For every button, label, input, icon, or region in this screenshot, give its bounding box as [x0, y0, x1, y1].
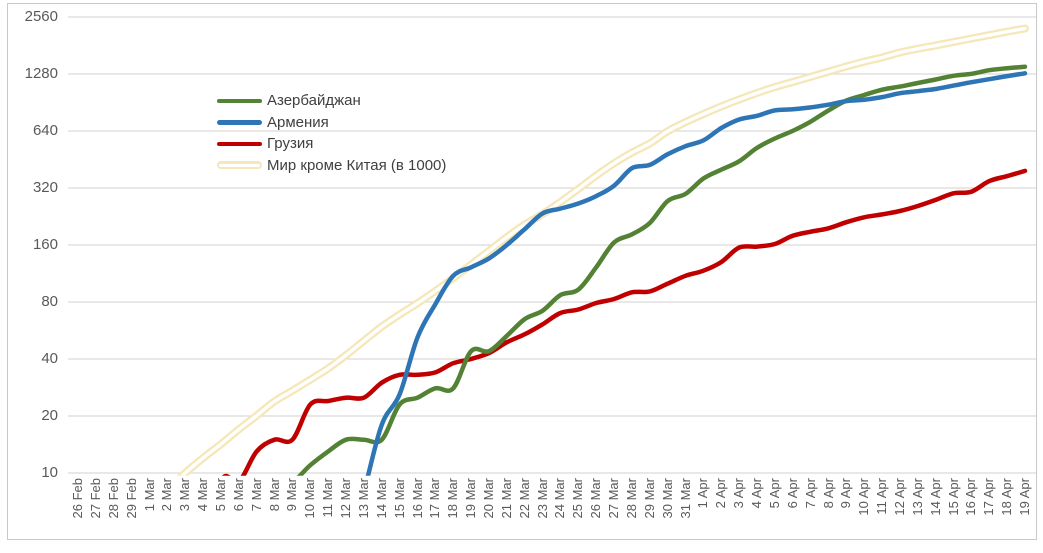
x-axis-label: 26 Feb — [70, 478, 85, 519]
x-axis-label: 3 Mar — [177, 478, 193, 512]
x-axis-label: 5 Apr — [766, 478, 782, 509]
x-axis-label: 21 Mar — [498, 478, 514, 519]
legend-label-georgia: Грузия — [267, 135, 314, 153]
legend-item-georgia: Грузия — [217, 133, 446, 155]
x-axis-label: 9 Mar — [284, 478, 300, 512]
x-axis-label: 4 Apr — [749, 478, 764, 509]
legend-item-armenia: Армения — [217, 112, 446, 134]
x-axis-label: 26 Mar — [588, 478, 604, 519]
legend-label-azerbaijan: Азербайджан — [267, 92, 361, 110]
x-axis-label: 13 Apr — [909, 478, 925, 516]
x-axis-label: 6 Mar — [230, 478, 246, 512]
x-axis-label: 29 Mar — [641, 478, 657, 519]
legend-item-world-excl-china: Мир кроме Китая (в 1000) — [217, 155, 446, 177]
x-axis-label: 28 Feb — [105, 478, 121, 519]
x-axis-label: 6 Apr — [784, 478, 800, 509]
series-line-0 — [296, 64, 1028, 476]
x-axis-label: 4 Mar — [195, 478, 211, 512]
x-axis-label: 5 Mar — [212, 478, 228, 512]
y-axis-label: 20 — [41, 407, 58, 424]
legend-marker-core — [219, 163, 260, 167]
x-axis-label: 8 Mar — [266, 478, 282, 512]
x-axis-label: 18 Mar — [445, 478, 461, 519]
x-axis-label: 7 Apr — [802, 478, 818, 509]
legend-label-world-excl-china: Мир кроме Китая (в 1000) — [267, 156, 447, 174]
x-axis-label: 29 Feb — [123, 478, 139, 519]
x-axis-label: 17 Apr — [981, 478, 997, 516]
x-axis-label: 15 Mar — [391, 478, 407, 519]
legend-marker-world-excl-china-line — [217, 161, 262, 170]
x-axis-label: 10 Apr — [856, 478, 872, 516]
x-axis-label: 2 Mar — [159, 478, 175, 512]
x-axis-label: 27 Feb — [87, 478, 103, 519]
x-axis-label: 25 Mar — [570, 478, 586, 519]
y-axis-label: 10 — [41, 464, 58, 481]
x-axis-label: 1 Apr — [695, 478, 711, 509]
y-axis-label: 80 — [41, 293, 58, 310]
x-axis-label: 22 Mar — [516, 478, 532, 519]
x-axis-label: 17 Mar — [427, 478, 443, 519]
y-axis-label: 320 — [32, 179, 58, 196]
x-axis-label: 12 Apr — [891, 478, 907, 516]
x-axis-label: 19 Apr — [1017, 478, 1032, 516]
x-axis-label: 16 Apr — [963, 478, 979, 516]
x-axis-label: 15 Apr — [945, 478, 961, 516]
legend-marker-georgia-line — [217, 141, 262, 146]
legend-marker-armenia-line — [217, 120, 262, 125]
x-axis-label: 28 Mar — [623, 478, 639, 519]
legend-marker-azerbaijan-line — [217, 98, 262, 103]
series-line-1 — [365, 71, 1028, 476]
x-axis-label: 24 Mar — [552, 478, 568, 519]
x-axis-label: 11 Apr — [874, 478, 890, 515]
y-axis-label: 160 — [32, 236, 58, 253]
x-axis-label: 19 Mar — [463, 478, 479, 519]
x-axis-label: 7 Mar — [248, 478, 264, 512]
x-axis-label: 3 Apr — [731, 478, 747, 509]
x-axis-label: 2 Apr — [713, 478, 729, 509]
x-axis-label: 10 Mar — [302, 478, 318, 519]
y-axis-label: 1280 — [24, 65, 58, 82]
legend: Азербайджан Армения Грузия Мир кроме Кит… — [217, 90, 446, 176]
x-axis-label: 1 Mar — [141, 478, 157, 512]
x-axis-label: 23 Mar — [534, 478, 550, 519]
x-axis-label: 18 Apr — [999, 478, 1015, 516]
x-axis-label: 31 Mar — [677, 478, 693, 519]
x-axis-label: 11 Mar — [320, 478, 336, 518]
legend-item-azerbaijan: Азербайджан — [217, 90, 446, 112]
x-axis-label: 27 Mar — [606, 478, 621, 519]
y-axis-label: 640 — [32, 122, 58, 139]
y-axis-label: 2560 — [24, 8, 58, 25]
y-axis-label: 40 — [41, 350, 58, 367]
x-axis-label: 14 Mar — [373, 478, 389, 519]
x-axis-label: 8 Apr — [820, 478, 836, 509]
series-line-2 — [221, 168, 1028, 476]
x-axis-label: 30 Mar — [659, 478, 675, 519]
x-axis-label: 16 Mar — [409, 478, 425, 519]
chart-border — [7, 3, 1037, 540]
x-axis-label: 20 Mar — [481, 478, 496, 519]
legend-label-armenia: Армения — [267, 113, 329, 131]
x-axis-label: 13 Mar — [355, 478, 371, 519]
x-axis-label: 14 Apr — [927, 478, 943, 516]
x-axis-label: 12 Mar — [338, 478, 353, 519]
x-axis-label: 9 Apr — [838, 478, 854, 509]
